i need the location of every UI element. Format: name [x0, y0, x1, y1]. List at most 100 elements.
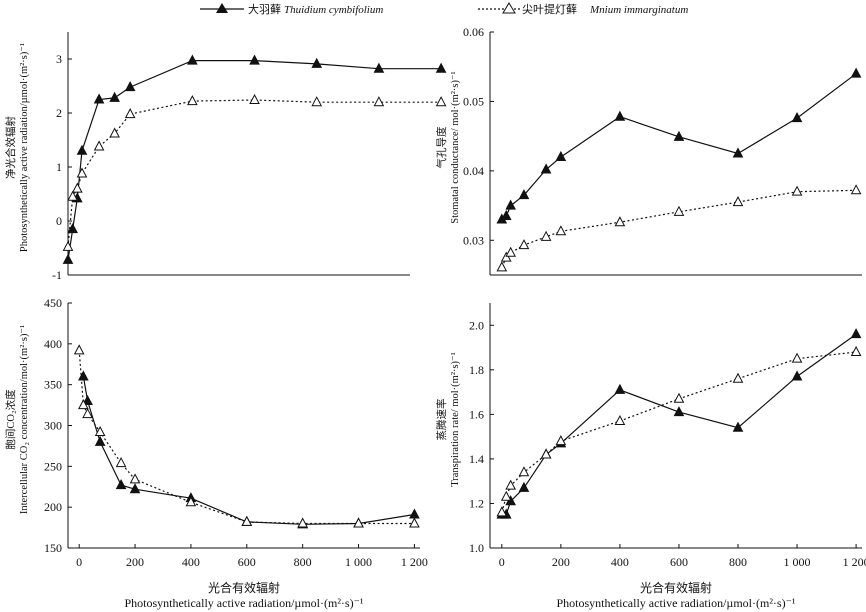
data-point-open [496, 261, 508, 272]
data-point-filled [614, 110, 626, 121]
y-tick-label: 2.0 [469, 318, 484, 332]
data-point-open [505, 479, 516, 490]
data-point-open [496, 506, 508, 517]
x-axis-label-cn: 光合有效辐射 [640, 580, 712, 595]
panel-stomatal-conductance: 0.03 0.04 0.05 0.06 气孔导度 Stomatal conductance… [435, 25, 862, 276]
data-point-open [614, 414, 626, 426]
panel-transpiration-rate: 1.0 1.2 1.4 1.6 1.8 2.0 0 200 400 600 800 1 000 1 20… [435, 303, 866, 610]
data-point-filled [311, 57, 323, 68]
legend-b-marker [502, 2, 516, 14]
data-point-open [540, 448, 552, 459]
data-point-open [673, 205, 685, 216]
y-axis-label: 胞间CO₂浓度 Intercellular CO₂ concentration/m… [4, 325, 30, 514]
data-point-open [82, 407, 93, 419]
series-line-1 [78, 350, 415, 525]
x-tick-label: 400 [182, 555, 200, 569]
data-point-filled [409, 508, 420, 519]
data-point-filled [93, 93, 105, 104]
data-point-filled [518, 189, 530, 200]
x-tick-label: 1 000 [345, 555, 372, 569]
data-point-filled [82, 394, 93, 405]
data-point-open [93, 140, 105, 151]
data-point-open [62, 240, 74, 251]
data-point-filled [187, 54, 198, 65]
data-point-filled [850, 67, 862, 78]
x-tick-label: 200 [552, 555, 570, 569]
data-point-open [311, 96, 323, 107]
data-point-filled [732, 421, 744, 432]
y-axis-label-en: Stomatal conductance/ mol·(m²·s)⁻¹ [450, 71, 461, 223]
data-point-filled [555, 150, 567, 161]
y-axis-label-en: Intercellular CO₂ concentration/mol·(m²·… [19, 325, 30, 514]
y-axis-label: 气孔导度 Stomatal conductance/ mol·(m²·s)⁻¹ [435, 71, 461, 223]
data-point-filled [124, 81, 136, 92]
y-tick-label: 0.05 [463, 94, 484, 108]
y-tick-label: 450 [44, 296, 62, 310]
y-tick-label: -1 [52, 268, 62, 282]
y-axis-label: 净光合效辐射 Photosynthetically active radiatio… [4, 43, 30, 252]
y-axis-label: 蒸腾速率 Transpiration rate/ mol·(m²·s)⁻¹ [435, 352, 461, 487]
y-tick-label: 150 [44, 541, 62, 555]
x-axis-label-en: Photosynthetically active radiation/µmol… [124, 596, 363, 610]
data-point-filled [129, 483, 141, 494]
data-point-open [129, 473, 141, 484]
data-point-open [500, 251, 512, 262]
data-point-open [109, 127, 120, 138]
y-axis-label-cn: 蒸腾速率 [435, 399, 448, 441]
y-tick-label: 1.4 [469, 452, 484, 466]
x-tick-label: 600 [238, 555, 256, 569]
y-axis-label-cn: 胞间CO₂浓度 [4, 389, 17, 450]
legend: 大羽藓 Thuidium cymbifolium 尖叶提灯藓 Mnium imm… [200, 2, 688, 16]
data-point-filled [109, 91, 120, 102]
data-point-filled [67, 223, 78, 234]
data-point-open [241, 515, 253, 526]
series-line-1 [67, 99, 442, 247]
data-point-filled [850, 328, 862, 339]
data-point-filled [94, 435, 106, 446]
y-tick-label: 0.06 [463, 25, 484, 39]
x-axis-label-en: Photosynthetically active radiation/µmol… [556, 596, 795, 610]
data-point-filled [505, 199, 516, 210]
legend-a-latin: Thuidium cymbifolium [284, 4, 383, 16]
y-tick-label: 1 [56, 160, 62, 174]
panel-net-photosynthesis: -1 0 1 2 3 净光合效辐射 Photosynthetically active ra… [4, 32, 447, 282]
x-tick-label: 0 [499, 555, 505, 569]
data-point-open [67, 190, 78, 201]
x-tick-label: 200 [126, 555, 144, 569]
series-line-1 [501, 189, 857, 268]
data-point-open [540, 230, 552, 241]
data-point-open [850, 184, 862, 195]
data-point-open [249, 93, 260, 105]
data-point-filled [435, 62, 447, 73]
data-point-filled [115, 479, 127, 490]
data-point-open [94, 425, 106, 437]
y-tick-label: 1.2 [469, 496, 484, 510]
series-line-1 [501, 351, 857, 513]
data-point-open [518, 466, 530, 477]
data-point-open [297, 517, 308, 528]
x-tick-label: 600 [670, 555, 688, 569]
data-point-filled [76, 144, 88, 155]
y-tick-label: 400 [44, 337, 62, 351]
data-point-open [185, 496, 197, 507]
x-tick-label: 400 [611, 555, 629, 569]
data-point-filled [500, 209, 512, 220]
series-line-0 [501, 333, 857, 516]
series-line-0 [67, 59, 442, 260]
y-tick-label: 0 [56, 214, 62, 228]
data-point-filled [791, 370, 803, 381]
data-point-open [732, 372, 744, 383]
y-tick-label: 0.03 [463, 233, 484, 247]
y-tick-label: 300 [44, 419, 62, 433]
data-point-filled [673, 406, 685, 417]
data-point-open [791, 185, 803, 196]
y-axis-label-cn: 净光合效辐射 [4, 116, 17, 179]
data-point-filled [249, 54, 260, 65]
data-point-open [435, 96, 447, 107]
data-point-open [555, 435, 567, 446]
data-point-open [555, 225, 567, 236]
y-tick-label: 350 [44, 378, 62, 392]
data-point-open [76, 167, 88, 178]
y-axis-label-cn: 气孔导度 [435, 126, 448, 168]
